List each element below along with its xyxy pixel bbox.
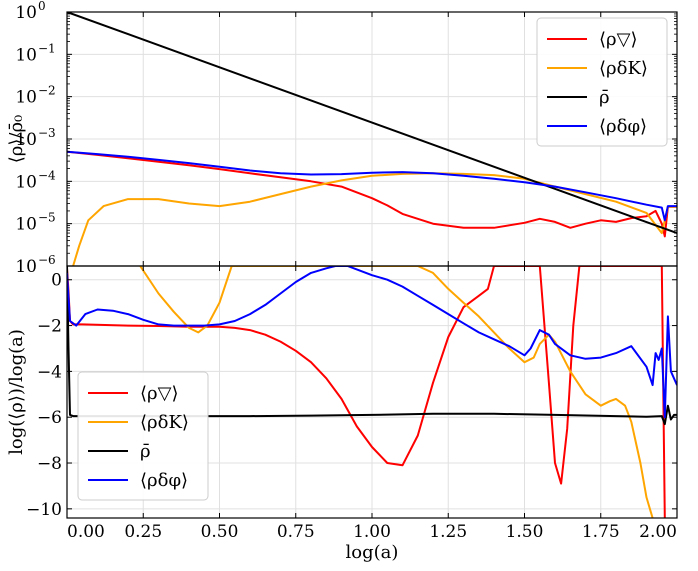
y-tick-label: 10 xyxy=(15,3,37,23)
y-axis-label-bottom: log(⟨ρ⟩)/log(a) xyxy=(6,329,27,455)
y-tick-label: 10 xyxy=(15,45,37,65)
legend-box xyxy=(77,371,209,501)
legend-label-0: ⟨ρ▽⟩ xyxy=(599,29,637,50)
series-line-3 xyxy=(67,150,677,222)
y-tick-exponent: −3 xyxy=(38,126,56,140)
legend: ⟨ρ▽⟩ ⟨ρδK⟩ ρ̄ ⟨ρδφ⟩ xyxy=(536,17,668,147)
x-tick-label: 0.00 xyxy=(67,522,105,542)
y-tick-label: 10 xyxy=(15,88,37,108)
series-line-1 xyxy=(139,266,654,518)
y-tick-label: −6 xyxy=(37,408,62,428)
y-tick-label: 0 xyxy=(51,271,62,291)
legend-box xyxy=(536,17,668,147)
y-tick-exponent: −5 xyxy=(38,211,56,225)
x-axis-label: log(a) xyxy=(346,542,399,563)
y-tick-exponent: −4 xyxy=(38,168,56,182)
y-tick-label: −4 xyxy=(37,362,62,382)
legend-label-3: ⟨ρδφ⟩ xyxy=(140,470,188,491)
legend-label-2: ρ̄ xyxy=(140,441,151,462)
y-tick-label: −2 xyxy=(37,317,62,337)
y-tick-label: 10 xyxy=(15,172,37,192)
series-group xyxy=(67,266,677,518)
x-tick-label: 0.75 xyxy=(277,522,315,542)
legend-label-1: ⟨ρδK⟩ xyxy=(140,412,189,433)
y-tick-label: 10 xyxy=(15,257,37,277)
series-line-3 xyxy=(67,266,677,419)
y-tick-label: 10 xyxy=(15,130,37,150)
series-line-2 xyxy=(67,266,677,426)
legend: ⟨ρ▽⟩ ⟨ρδK⟩ ρ̄ ⟨ρδφ⟩ xyxy=(77,371,209,501)
x-tick-label: 0.50 xyxy=(201,522,239,542)
bottom-panel: 0 −2 −4 −6 −8 −100.00 0.25 0.50 0.75 1.00 1.25 1.50… xyxy=(6,265,678,563)
x-tick-label: 1.50 xyxy=(506,522,544,542)
y-axis-label-top: ⟨ρ⟩/ρ̄₀ xyxy=(6,115,27,164)
y-tick-label: −10 xyxy=(26,500,62,520)
legend-label-0: ⟨ρ▽⟩ xyxy=(140,383,178,404)
legend-label-1: ⟨ρδK⟩ xyxy=(599,58,648,79)
x-tick-label: 2.00 xyxy=(639,522,677,542)
x-tick-label: 1.75 xyxy=(582,522,620,542)
y-tick-label: −8 xyxy=(37,454,62,474)
y-tick-exponent: −1 xyxy=(38,41,56,55)
legend-label-3: ⟨ρδφ⟩ xyxy=(599,116,647,137)
legend-label-2: ρ̄ xyxy=(599,87,610,108)
x-tick-label: 1.25 xyxy=(429,522,467,542)
series-line-2 xyxy=(67,12,677,235)
series-line-1 xyxy=(72,172,677,266)
y-tick-exponent: −6 xyxy=(38,253,56,267)
y-tick-exponent: −2 xyxy=(38,84,56,98)
y-tick-exponent: 0 xyxy=(38,0,46,13)
series-line-0 xyxy=(67,150,677,238)
series-group xyxy=(67,12,677,266)
x-tick-label: 1.00 xyxy=(353,522,391,542)
y-tick-label: 10 xyxy=(15,215,37,235)
x-tick-label: 0.25 xyxy=(124,522,162,542)
